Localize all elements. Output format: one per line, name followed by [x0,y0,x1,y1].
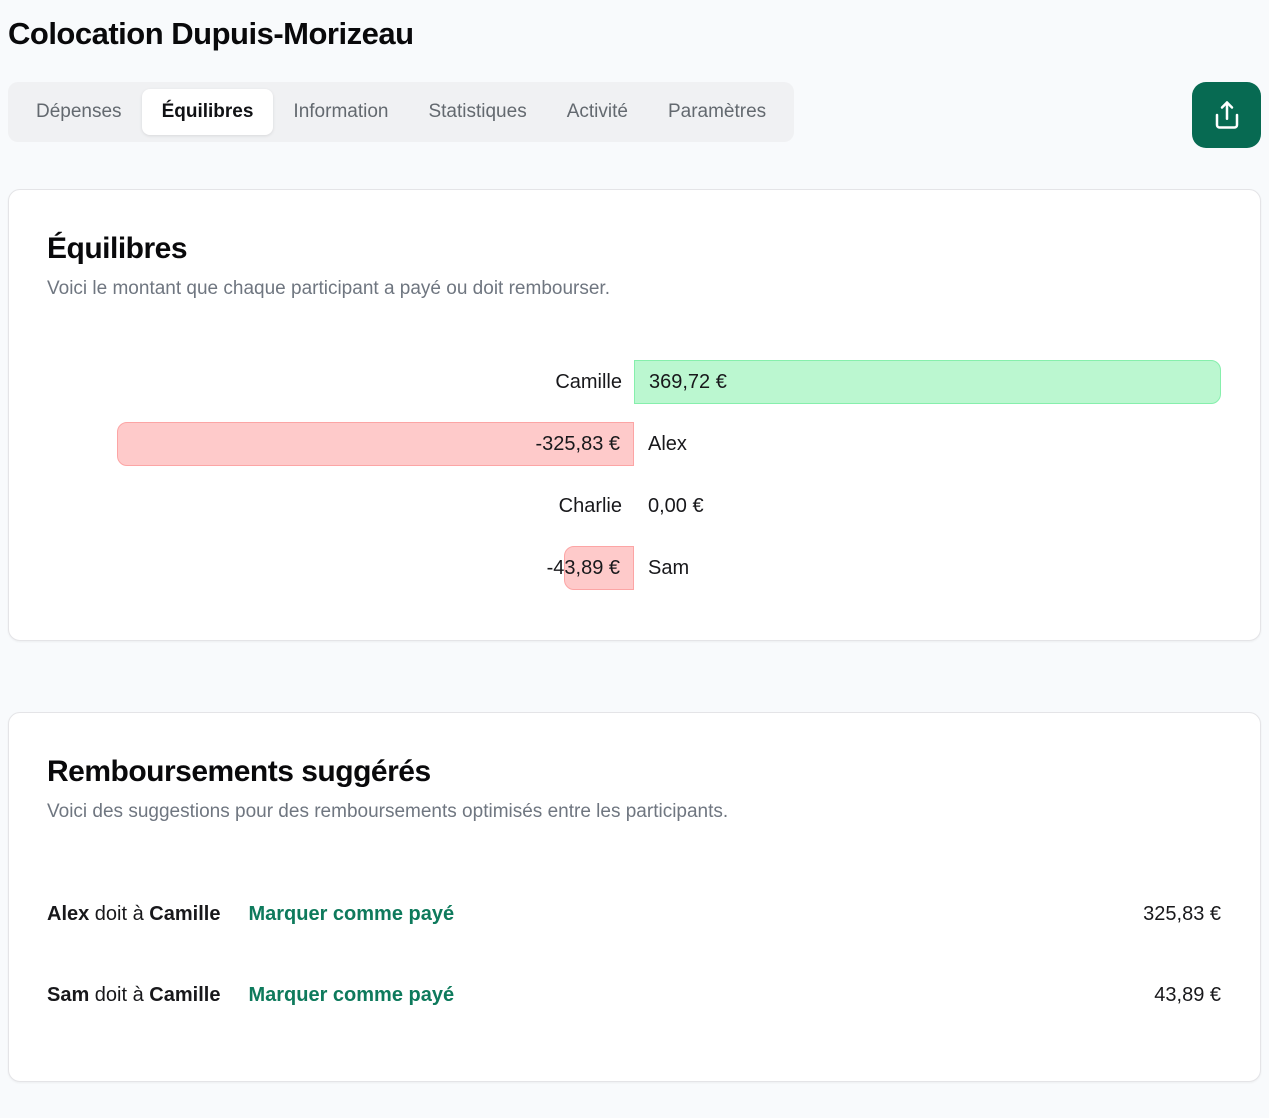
balance-row-left-cell: -43,89 € [47,546,634,590]
header-row: Dépenses Équilibres Information Statistique… [8,82,1261,148]
balance-row-left-cell: Charlie [47,484,634,528]
mark-paid-link[interactable]: Marquer comme payé [248,984,455,1006]
reimbursement-row: Alex doit à Camille Marquer comme payé 325… [47,903,1221,926]
balance-amount: -325,83 € [535,432,620,455]
balance-row-left-cell: Camille [47,360,634,404]
mark-paid-link[interactable]: Marquer comme payé [248,903,455,925]
balance-bar-negative: -43,89 € [547,546,634,590]
tab-information[interactable]: Information [273,89,408,135]
tab-statistiques[interactable]: Statistiques [408,89,546,135]
reimbursement-amount: 325,83 € [1143,903,1221,925]
balance-amount: 0,00 € [648,494,704,517]
debtor-name: Sam [47,984,90,1006]
balance-row: -43,89 € Sam [47,546,1221,590]
page: Colocation Dupuis-Morizeau Dépenses Équil… [8,16,1261,1082]
balance-row-right-cell: 0,00 € [634,484,1221,528]
balance-row: Camille 369,72 € [47,360,1221,404]
reimbursement-description: Sam doit à Camille [47,984,221,1006]
balance-amount: 369,72 € [649,370,727,393]
reimbursement-list: Alex doit à Camille Marquer comme payé 325… [47,903,1221,1007]
participant-name: Camille [555,370,622,393]
reimbursements-card: Remboursements suggérés Voici des sugges… [8,712,1261,1082]
balance-chart: Camille 369,72 € -325,83 € Alex Charlie 0,00 … [47,360,1221,590]
tab-equilibres[interactable]: Équilibres [141,89,274,135]
participant-name: Alex [648,432,687,455]
balance-bar-positive: 369,72 € [634,360,1221,404]
reimbursement-amount: 43,89 € [1154,984,1221,1006]
share-button[interactable] [1192,82,1261,148]
page-title: Colocation Dupuis-Morizeau [8,16,414,51]
balance-row: -325,83 € Alex [47,422,1221,466]
balances-title: Équilibres [47,232,188,265]
tab-parametres[interactable]: Paramètres [648,89,786,135]
participant-name: Charlie [558,494,622,517]
balance-row: Charlie 0,00 € [47,484,1221,528]
tab-bar: Dépenses Équilibres Information Statistique… [8,82,795,142]
creditor-name: Camille [149,903,221,925]
balance-row-right-cell: Sam [634,546,1221,590]
balance-bar-negative: -325,83 € [116,422,634,466]
balances-card: Équilibres Voici le montant que chaque p… [8,189,1261,641]
participant-name: Sam [648,556,690,579]
reimbursements-title: Remboursements suggérés [47,755,431,788]
reimbursements-subtitle: Voici des suggestions pour des rembourse… [47,801,729,822]
share-upload-icon [1215,101,1238,129]
balance-row-right-cell: 369,72 € [634,360,1221,404]
creditor-name: Camille [149,984,221,1006]
tab-depenses[interactable]: Dépenses [16,89,142,135]
balance-row-right-cell: Alex [634,422,1221,466]
balance-row-left-cell: -325,83 € [47,422,634,466]
balance-amount: -43,89 € [546,556,620,579]
balances-subtitle: Voici le montant que chaque participant … [47,278,610,299]
reimbursement-description: Alex doit à Camille [47,903,221,925]
reimbursement-row: Sam doit à Camille Marquer comme payé 43,8… [47,984,1221,1007]
tab-activite[interactable]: Activité [547,89,648,135]
debtor-name: Alex [47,903,90,925]
